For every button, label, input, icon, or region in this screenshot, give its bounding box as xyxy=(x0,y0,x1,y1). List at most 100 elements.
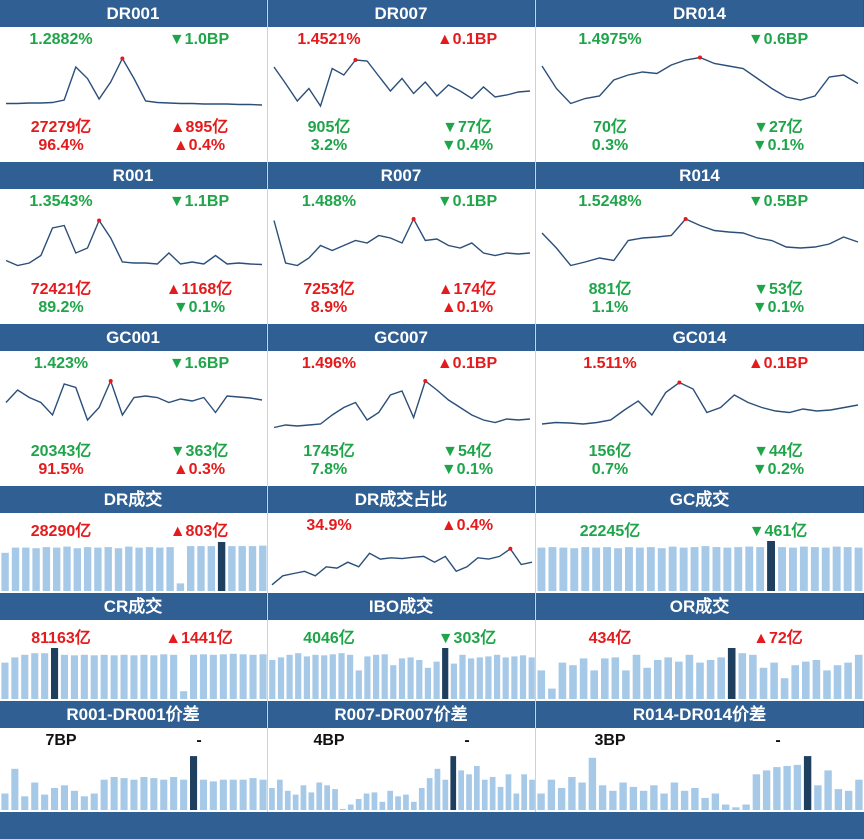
volume-card[interactable]: R001-DR001价差 7BP - xyxy=(0,701,268,812)
volume-bar xyxy=(238,546,246,591)
volume-value: 905亿 xyxy=(307,119,351,136)
rate-card-gc014[interactable]: GC014 1.511% ▲0.1BP 156亿 ▼44亿 0.7% ▼0.2% xyxy=(536,324,864,486)
rate-card-dr007[interactable]: DR007 1.4521% ▲0.1BP 905亿 ▼77亿 3.2% ▼0.4% xyxy=(268,0,536,162)
volume-bar xyxy=(269,788,275,810)
volume-bar xyxy=(833,665,842,699)
volume-bar xyxy=(810,547,819,591)
card-title: DR成交占比 xyxy=(268,486,535,513)
footer-bar xyxy=(0,812,864,839)
volume-bar xyxy=(557,788,566,810)
rate-card-dr001[interactable]: DR001 1.2882% ▼1.0BP 27279亿 ▲895亿 96.4% ▲0.4% xyxy=(0,0,268,162)
volume-bar xyxy=(135,547,143,591)
rate-card-gc001[interactable]: GC001 1.423% ▼1.6BP 20343亿 ▼363亿 91.5% ▲0.3% xyxy=(0,324,268,486)
volume-bar xyxy=(834,789,843,810)
volume-bar xyxy=(855,779,863,810)
volume-card[interactable]: GC成交 22245亿 ▼461亿 xyxy=(536,486,864,593)
volume-bar xyxy=(799,546,808,591)
volume-card[interactable]: R014-DR014价差 3BP - xyxy=(536,701,864,812)
volume-bar xyxy=(481,779,488,810)
card-title: R007 xyxy=(268,162,535,189)
volume-card[interactable]: R007-DR007价差 4BP - xyxy=(268,701,536,812)
rate-row: R001 1.3543% ▼1.1BP 72421亿 ▲1168亿 89.2% ▼0.1% R… xyxy=(0,162,864,324)
volume-bar xyxy=(104,547,112,591)
volume-bar-chart xyxy=(1,542,267,591)
volume-bar xyxy=(680,790,689,810)
volume-bar xyxy=(721,804,730,810)
volume-bar xyxy=(197,546,205,591)
volume-card[interactable]: IBO成交 4046亿 ▼303亿 xyxy=(268,593,536,701)
card-title: DR014 xyxy=(536,0,864,27)
volume-bar xyxy=(502,657,509,699)
volume-card[interactable]: DR成交 28290亿 ▲803亿 xyxy=(0,486,268,593)
volume-bar xyxy=(450,663,457,699)
volume-card[interactable]: DR成交占比 34.9% ▲0.4% xyxy=(268,486,536,593)
volume-bar xyxy=(70,790,78,810)
volume-change: ▼27亿 xyxy=(753,119,803,136)
rate-trend-chart xyxy=(273,217,531,267)
volume-bar xyxy=(590,670,598,699)
volume-bar xyxy=(100,779,108,810)
card-title: GC014 xyxy=(536,324,864,351)
volume-bar xyxy=(219,654,227,699)
rate-change: ▲0.1BP xyxy=(436,355,498,372)
volume-change: ▲72亿 xyxy=(753,630,803,647)
share-value: 96.4% xyxy=(38,137,84,154)
volume-change: ▼44亿 xyxy=(753,443,803,460)
volume-bar xyxy=(83,547,92,591)
volume-value: 7253亿 xyxy=(303,281,355,298)
volume-row: DR成交 28290亿 ▲803亿 DR成交占比 34.9% ▲0.4% GC成交 22245… xyxy=(0,486,864,593)
rate-card-r001[interactable]: R001 1.3543% ▼1.1BP 72421亿 ▲1168亿 89.2% ▼0.1% xyxy=(0,162,268,324)
volume-bar xyxy=(219,779,227,810)
volume-bar xyxy=(650,785,658,810)
volume-bar xyxy=(277,779,283,810)
volume-bar xyxy=(347,654,354,699)
volume-value: 20343亿 xyxy=(30,443,92,460)
volume-change: ▲1441亿 xyxy=(165,630,233,647)
volume-bar xyxy=(170,654,178,699)
highlight-bar xyxy=(190,756,198,810)
rate-card-r014[interactable]: R014 1.5248% ▼0.5BP 881亿 ▼53亿 1.1% ▼0.1% xyxy=(536,162,864,324)
volume-change: ▲1168亿 xyxy=(165,281,233,298)
volume-bar xyxy=(614,548,622,591)
volume-bar-chart xyxy=(269,756,535,810)
volume-bar xyxy=(140,654,148,699)
volume-bar xyxy=(199,654,207,699)
peak-point xyxy=(508,546,513,551)
rate-change: ▼1.6BP xyxy=(168,355,230,372)
volume-bar xyxy=(569,665,577,699)
rate-card-dr014[interactable]: DR014 1.4975% ▼0.6BP 70亿 ▼27亿 0.3% ▼0.1% xyxy=(536,0,864,162)
volume-bar xyxy=(442,779,449,810)
rate-row: GC001 1.423% ▼1.6BP 20343亿 ▼363亿 91.5% ▲0.3% GC… xyxy=(0,324,864,486)
trend-line xyxy=(273,379,531,429)
volume-bar xyxy=(249,654,257,699)
volume-bar xyxy=(459,654,466,699)
rate-card-r007[interactable]: R007 1.488% ▼0.1BP 7253亿 ▲174亿 8.9% ▲0.1% xyxy=(268,162,536,324)
rate-value: 1.423% xyxy=(33,355,89,372)
volume-card[interactable]: CR成交 81163亿 ▲1441亿 xyxy=(0,593,268,701)
share-value: 7.8% xyxy=(310,461,348,478)
volume-bar xyxy=(511,656,518,699)
volume-bar xyxy=(717,657,725,699)
volume-bar xyxy=(259,654,267,699)
volume-bar xyxy=(745,546,754,591)
volume-bar xyxy=(601,658,609,699)
volume-bar xyxy=(120,778,128,810)
volume-card[interactable]: OR成交 434亿 ▲72亿 xyxy=(536,593,864,701)
share-value: 1.1% xyxy=(591,299,629,316)
volume-bar xyxy=(41,653,49,699)
volume-bar xyxy=(756,547,765,591)
rate-value: 1.496% xyxy=(301,355,357,372)
rate-value: 1.511% xyxy=(583,355,637,372)
volume-bar xyxy=(130,779,138,810)
volume-value: 881亿 xyxy=(588,281,632,298)
volume-bar xyxy=(476,657,483,699)
volume-bar xyxy=(844,790,853,810)
volume-bar xyxy=(292,794,299,810)
volume-bar xyxy=(395,796,401,810)
rate-card-gc007[interactable]: GC007 1.496% ▲0.1BP 1745亿 ▼54亿 7.8% ▼0.1% xyxy=(268,324,536,486)
volume-bar-chart xyxy=(537,648,863,699)
trend-line xyxy=(6,57,263,106)
rate-change: ▲0.1BP xyxy=(747,355,809,372)
volume-bar xyxy=(548,688,556,699)
card-title: IBO成交 xyxy=(268,593,535,620)
